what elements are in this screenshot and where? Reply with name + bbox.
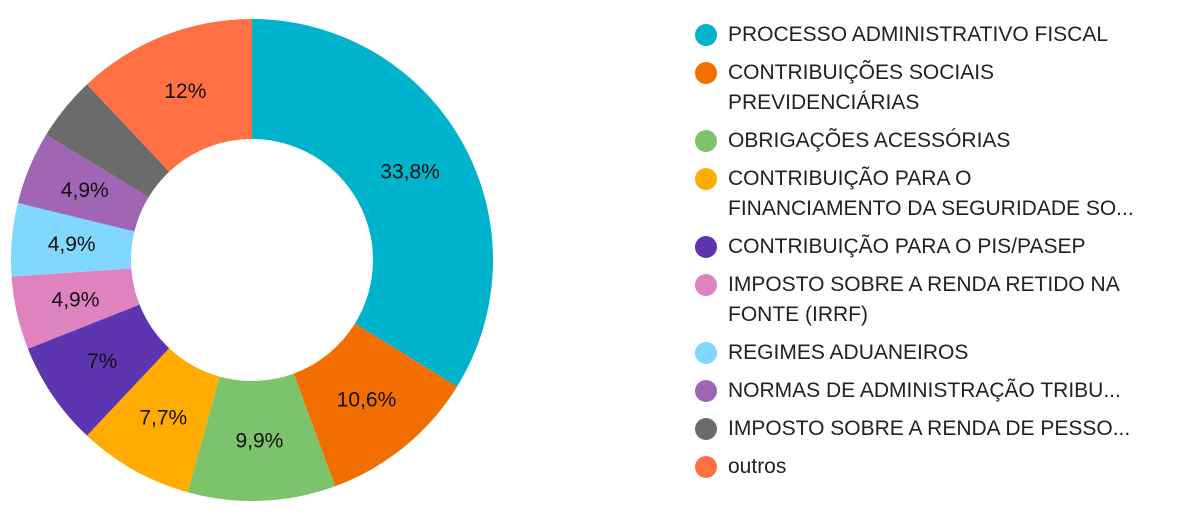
- slice-value-label: 4,9%: [61, 179, 109, 202]
- legend-item[interactable]: outros: [695, 452, 1195, 482]
- slice-value-label: 33,8%: [380, 160, 440, 183]
- legend-color-dot-icon: [695, 380, 717, 402]
- legend-item[interactable]: IMPOSTO SOBRE A RENDA RETIDO NA FONTE (I…: [695, 270, 1195, 330]
- legend-label: REGIMES ADUANEIROS: [728, 341, 969, 364]
- legend-color-dot-icon: [695, 456, 717, 478]
- donut-slice[interactable]: [293, 323, 458, 487]
- legend: PROCESSO ADMINISTRATIVO FISCAL CONTRIBUIÇ…: [695, 20, 1195, 490]
- legend-label: IMPOSTO SOBRE A RENDA RETIDO NA FONTE (I…: [728, 273, 1120, 326]
- donut-slice[interactable]: [46, 84, 170, 198]
- donut-slice[interactable]: [87, 19, 253, 172]
- legend-label: outros: [728, 455, 787, 478]
- donut-slice[interactable]: [17, 134, 149, 232]
- slice-value-label: 10,6%: [337, 389, 397, 412]
- legend-label: IMPOSTO SOBRE A RENDA DE PESSO...: [728, 417, 1131, 440]
- donut-slice[interactable]: [27, 304, 170, 436]
- slice-value-label: 12%: [164, 80, 206, 103]
- legend-item[interactable]: IMPOSTO SOBRE A RENDA DE PESSO...: [695, 414, 1195, 444]
- donut-svg: 33,8% 10,6% 9,9% 7,7% 7% 4,9% 4,9% 4,9% 12%: [11, 19, 493, 501]
- legend-item[interactable]: NORMAS DE ADMINISTRAÇÃO TRIBU...: [695, 376, 1195, 406]
- legend-color-dot-icon: [695, 62, 717, 84]
- legend-color-dot-icon: [695, 342, 717, 364]
- slice-value-label: 7%: [87, 350, 117, 373]
- legend-label: CONTRIBUIÇÕES SOCIAIS PREVIDENCIÁRIAS: [728, 61, 995, 114]
- legend-color-dot-icon: [695, 24, 717, 46]
- legend-label: CONTRIBUIÇÃO PARA O FINANCIAMENTO DA SEG…: [728, 167, 1134, 220]
- slice-value-label: 9,9%: [235, 429, 283, 452]
- legend-item[interactable]: CONTRIBUIÇÃO PARA O FINANCIAMENTO DA SEG…: [695, 164, 1195, 224]
- donut-slice[interactable]: [187, 373, 336, 501]
- legend-label: PROCESSO ADMINISTRATIVO FISCAL: [728, 23, 1109, 46]
- legend-label: CONTRIBUIÇÃO PARA O PIS/PASEP: [728, 235, 1086, 258]
- legend-color-dot-icon: [695, 130, 717, 152]
- donut-slice[interactable]: [11, 268, 140, 349]
- donut-slice[interactable]: [11, 203, 135, 277]
- slice-value-label: 4,9%: [52, 289, 100, 312]
- slice-value-label: 4,9%: [48, 233, 96, 256]
- legend-color-dot-icon: [695, 418, 717, 440]
- donut-slice[interactable]: [252, 19, 493, 387]
- legend-color-dot-icon: [695, 274, 717, 296]
- legend-label: OBRIGAÇÕES ACESSÓRIAS: [728, 129, 1011, 152]
- legend-item[interactable]: PROCESSO ADMINISTRATIVO FISCAL: [695, 20, 1195, 50]
- slice-value-label: 7,7%: [139, 406, 187, 429]
- donut-slice[interactable]: [87, 348, 220, 493]
- legend-item[interactable]: CONTRIBUIÇÃO PARA O PIS/PASEP: [695, 232, 1195, 262]
- legend-label: NORMAS DE ADMINISTRAÇÃO TRIBU...: [728, 379, 1121, 402]
- legend-item[interactable]: OBRIGAÇÕES ACESSÓRIAS: [695, 126, 1195, 156]
- legend-color-dot-icon: [695, 236, 717, 258]
- legend-item[interactable]: CONTRIBUIÇÕES SOCIAIS PREVIDENCIÁRIAS: [695, 58, 1195, 118]
- legend-color-dot-icon: [695, 168, 717, 190]
- legend-item[interactable]: REGIMES ADUANEIROS: [695, 338, 1195, 368]
